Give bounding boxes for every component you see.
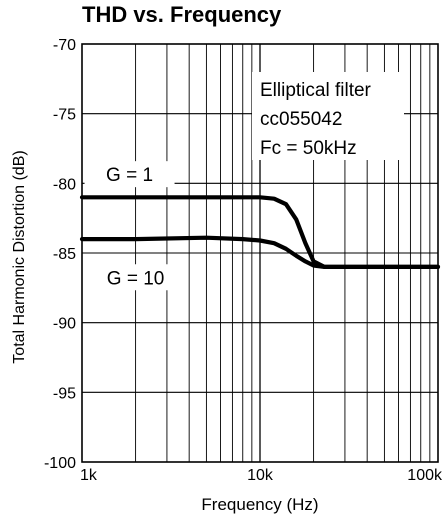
plot-frame — [81, 43, 439, 463]
chart-title: THD vs. Frequency — [82, 2, 282, 27]
y-tick-label: -80 — [53, 176, 76, 193]
y-tick-label: -70 — [53, 37, 76, 54]
y-tick-label: -100 — [44, 455, 76, 472]
series-line — [79, 235, 441, 269]
x-axis-label: Frequency (Hz) — [201, 495, 318, 514]
x-tick-label: 10k — [247, 467, 274, 484]
series-label-bg — [84, 161, 175, 188]
annotation-line: Fc = 50kHz — [260, 138, 357, 159]
y-tick-label: -75 — [53, 107, 76, 124]
x-tick-label: 1k — [80, 467, 98, 484]
annotation-line: cc055042 — [260, 109, 342, 130]
series-label: G = 1 — [106, 165, 153, 186]
annotation-box — [252, 72, 404, 160]
y-tick-label: -85 — [53, 246, 76, 263]
series-label-bg — [90, 264, 181, 291]
annotation-line: Elliptical filter — [260, 80, 372, 101]
y-tick-label: -95 — [53, 385, 76, 402]
y-axis-label: Total Harmonic Distortion (dB) — [11, 150, 28, 363]
x-tick-label: 100k — [407, 467, 443, 484]
series-label: G = 10 — [107, 268, 165, 289]
y-tick-label: -90 — [53, 316, 76, 333]
